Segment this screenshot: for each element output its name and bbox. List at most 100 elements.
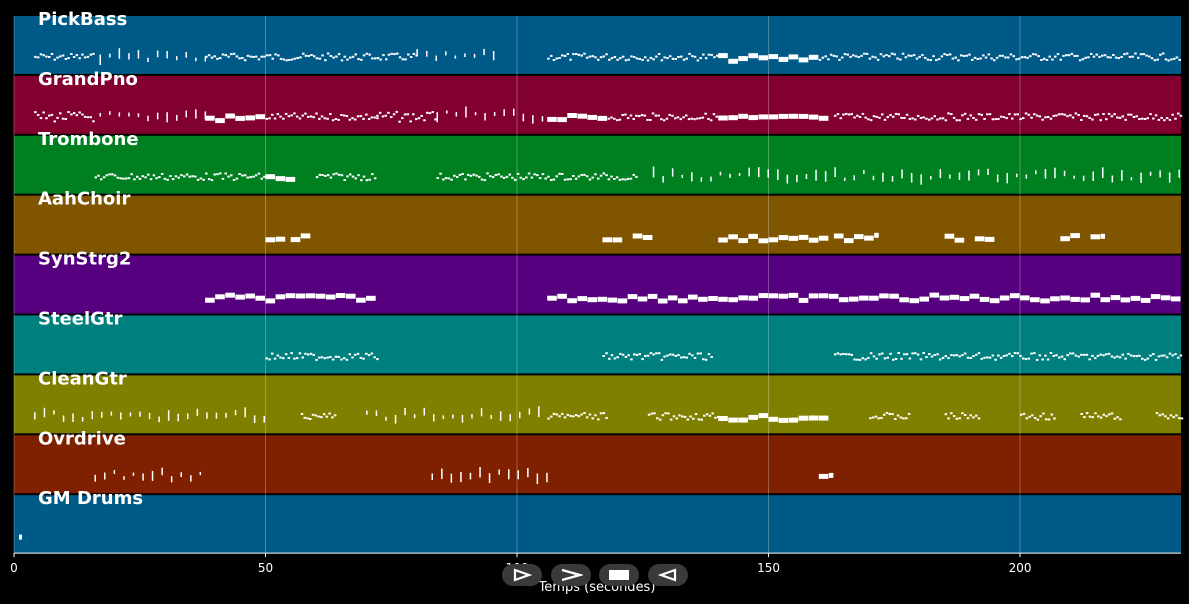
note <box>368 178 371 181</box>
note <box>349 173 352 176</box>
note <box>346 58 349 61</box>
note <box>690 117 694 120</box>
note <box>1099 119 1102 122</box>
note <box>83 56 87 59</box>
forward-button[interactable] <box>551 564 591 586</box>
note <box>1091 118 1094 121</box>
note <box>955 354 959 357</box>
note <box>1106 56 1110 59</box>
note <box>550 54 553 57</box>
note <box>563 178 567 181</box>
note <box>1022 357 1025 360</box>
note <box>661 414 665 417</box>
note <box>492 51 495 61</box>
note <box>345 115 349 118</box>
note <box>1121 115 1125 118</box>
note <box>1130 177 1133 181</box>
note <box>359 356 363 359</box>
note <box>777 169 779 181</box>
play-forward-button[interactable] <box>502 564 542 586</box>
note <box>1166 417 1170 420</box>
note <box>1046 358 1050 361</box>
note <box>1071 116 1075 119</box>
note <box>293 112 296 115</box>
note <box>206 412 208 419</box>
note <box>686 418 689 421</box>
note <box>1164 58 1168 61</box>
note <box>608 58 611 61</box>
note <box>644 355 647 357</box>
note <box>113 174 117 177</box>
note <box>337 53 341 56</box>
note <box>852 54 855 57</box>
note <box>276 113 280 116</box>
note <box>660 59 664 62</box>
note <box>858 358 862 361</box>
note <box>465 106 467 118</box>
note <box>597 115 608 121</box>
note <box>257 172 261 175</box>
note <box>1029 55 1032 58</box>
note <box>904 56 908 59</box>
stop-button[interactable] <box>599 564 639 586</box>
note <box>616 356 619 359</box>
note <box>988 113 992 116</box>
note <box>325 294 336 300</box>
note <box>244 407 246 418</box>
note <box>728 58 738 64</box>
note <box>1001 54 1004 57</box>
note <box>1138 354 1141 357</box>
note <box>561 54 564 57</box>
note <box>649 56 653 59</box>
note <box>610 175 613 178</box>
note <box>464 53 466 58</box>
back-button[interactable] <box>648 564 688 586</box>
note <box>1110 412 1114 415</box>
note <box>999 295 1010 301</box>
note <box>647 413 651 416</box>
note <box>973 56 977 59</box>
note <box>561 412 564 415</box>
note <box>1165 117 1169 120</box>
note <box>849 55 852 58</box>
note <box>1125 52 1129 55</box>
note <box>577 415 581 418</box>
note <box>1022 412 1026 415</box>
note <box>329 55 333 57</box>
note <box>59 55 62 58</box>
note <box>674 117 677 120</box>
note <box>497 173 500 176</box>
note <box>883 413 886 416</box>
note <box>969 414 972 417</box>
note <box>527 172 531 175</box>
note <box>166 51 168 59</box>
note <box>92 52 95 55</box>
note <box>1148 55 1151 58</box>
note <box>928 118 931 121</box>
note <box>36 56 40 59</box>
note <box>387 111 390 114</box>
note <box>296 57 299 59</box>
note <box>962 55 966 57</box>
note-group <box>94 467 834 484</box>
note <box>56 116 59 119</box>
note <box>1123 53 1126 56</box>
note <box>320 416 323 419</box>
note <box>635 175 638 178</box>
note <box>475 174 478 177</box>
note <box>371 173 374 176</box>
note <box>271 57 274 60</box>
note <box>680 55 683 58</box>
note <box>640 114 644 117</box>
note <box>591 417 594 420</box>
note <box>924 56 927 59</box>
note <box>680 356 683 359</box>
note <box>1035 170 1037 175</box>
note <box>275 294 286 300</box>
note <box>647 293 658 299</box>
note <box>808 237 819 243</box>
note <box>1016 113 1019 116</box>
note <box>309 115 313 118</box>
note <box>1020 413 1023 416</box>
